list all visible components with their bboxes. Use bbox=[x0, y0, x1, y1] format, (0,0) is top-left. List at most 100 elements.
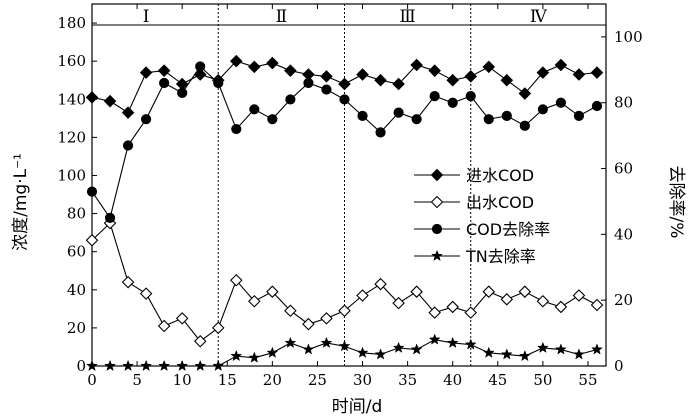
phase-label-1: Ⅰ bbox=[143, 7, 150, 27]
series-2-point bbox=[320, 312, 333, 325]
series-2-point bbox=[121, 275, 135, 289]
y-right-tick-label: 80 bbox=[614, 94, 633, 112]
y-right-tick-label: 40 bbox=[614, 225, 633, 243]
series-3-point bbox=[141, 114, 152, 125]
legend-marker-3 bbox=[431, 223, 443, 235]
series-2-point bbox=[536, 294, 550, 308]
plot-frame bbox=[91, 3, 607, 367]
series-2-point bbox=[590, 298, 604, 312]
x-axis-title: 时间/d bbox=[332, 397, 383, 417]
y-left-tick-label: 40 bbox=[67, 281, 86, 299]
series-3-point bbox=[339, 94, 350, 105]
series-2-point bbox=[500, 293, 514, 306]
series-1-point bbox=[374, 73, 387, 87]
x-tick-label: 45 bbox=[488, 371, 507, 389]
series-2-point bbox=[266, 285, 279, 298]
series-2-point bbox=[428, 306, 441, 319]
series-1-point bbox=[248, 60, 261, 74]
y-left-tick-label: 80 bbox=[67, 205, 86, 223]
series-2-point bbox=[374, 277, 387, 291]
y-right-tick-label: 20 bbox=[614, 291, 633, 309]
series-3-point bbox=[249, 104, 260, 115]
series-4-point bbox=[428, 333, 441, 345]
series-4-point bbox=[158, 359, 171, 372]
series-3-point bbox=[393, 107, 404, 118]
legend-marker-1 bbox=[430, 168, 444, 182]
series-3-point bbox=[285, 94, 296, 105]
plot-area bbox=[91, 3, 607, 367]
series-3-point bbox=[104, 212, 116, 224]
series-1-point bbox=[338, 77, 351, 91]
series-1-point bbox=[139, 66, 153, 79]
series-1-point bbox=[590, 66, 604, 79]
legend: 进水COD 出水COD COD去除率 TN去除率 bbox=[414, 166, 550, 266]
y-left-tick-label: 160 bbox=[57, 52, 86, 70]
y-left-tick-label: 60 bbox=[67, 243, 86, 261]
series-3-point bbox=[447, 97, 458, 108]
series-4-point bbox=[573, 348, 585, 360]
x-tick-label: 35 bbox=[398, 371, 417, 389]
series-2-point bbox=[139, 287, 153, 300]
series-2-point bbox=[464, 306, 478, 319]
series-1-point bbox=[482, 60, 496, 74]
series-4-point bbox=[194, 359, 207, 372]
series-1-point bbox=[85, 91, 99, 104]
legend-marker-2 bbox=[430, 195, 444, 209]
y-left-tick-label: 20 bbox=[67, 319, 86, 337]
series-3-point bbox=[122, 140, 134, 151]
series-2-point bbox=[175, 312, 189, 325]
series-2-point bbox=[482, 285, 496, 298]
series-3-point bbox=[501, 110, 512, 121]
series-3-point bbox=[465, 91, 476, 102]
series-4-point bbox=[284, 336, 297, 348]
series-4-point bbox=[446, 336, 459, 348]
series-2-point bbox=[230, 273, 243, 287]
series-3-point bbox=[357, 110, 368, 121]
series-1-point bbox=[356, 68, 369, 81]
y-axis-title-left: 浓度/mg·L⁻¹ bbox=[11, 153, 31, 251]
y-left-tick-label: 180 bbox=[57, 14, 86, 32]
y-axis-title-right: 去除率/% bbox=[666, 166, 686, 239]
series-4-point bbox=[140, 359, 153, 372]
series-1-point bbox=[284, 64, 297, 77]
series-3-point bbox=[537, 104, 548, 115]
series-4-point bbox=[122, 359, 134, 372]
series-1-point bbox=[320, 70, 333, 83]
series-2-point bbox=[572, 289, 586, 302]
series-4-point bbox=[464, 338, 477, 350]
x-tick-label: 20 bbox=[263, 371, 282, 389]
series-1-point bbox=[536, 66, 550, 79]
series-3-point bbox=[195, 61, 206, 72]
series-3-point bbox=[375, 127, 386, 138]
series-1-point bbox=[121, 106, 135, 119]
series-4-point bbox=[230, 349, 243, 362]
series-2-point bbox=[554, 300, 568, 314]
series-3-point bbox=[429, 91, 440, 102]
series-2-point bbox=[392, 296, 405, 310]
x-tick-label: 25 bbox=[308, 371, 327, 389]
y-left-tick-label: 140 bbox=[57, 90, 86, 108]
series-2-point bbox=[85, 233, 99, 247]
series-3-point bbox=[213, 77, 224, 89]
series-4-point bbox=[338, 340, 351, 352]
series-4-point bbox=[392, 341, 405, 353]
series-2-point bbox=[211, 321, 225, 335]
legend-marker-4 bbox=[431, 249, 443, 262]
series-3-point bbox=[177, 87, 188, 98]
series-3-point bbox=[555, 97, 567, 108]
series-1-point bbox=[554, 58, 568, 72]
x-tick-label: 55 bbox=[578, 371, 597, 389]
x-tick-label: 50 bbox=[533, 371, 552, 389]
series-3-point bbox=[159, 77, 170, 89]
series-3-point bbox=[411, 114, 422, 125]
legend-label-2: 出水COD bbox=[466, 193, 534, 212]
series-3-point bbox=[483, 114, 494, 125]
series-4-point bbox=[320, 336, 333, 348]
series-2-point bbox=[248, 294, 261, 308]
series-2-point bbox=[302, 317, 315, 331]
x-tick-label: 15 bbox=[218, 371, 237, 389]
phase-label-2: Ⅱ bbox=[276, 7, 288, 27]
series-1-point bbox=[230, 54, 243, 68]
series-2-point bbox=[410, 285, 423, 298]
